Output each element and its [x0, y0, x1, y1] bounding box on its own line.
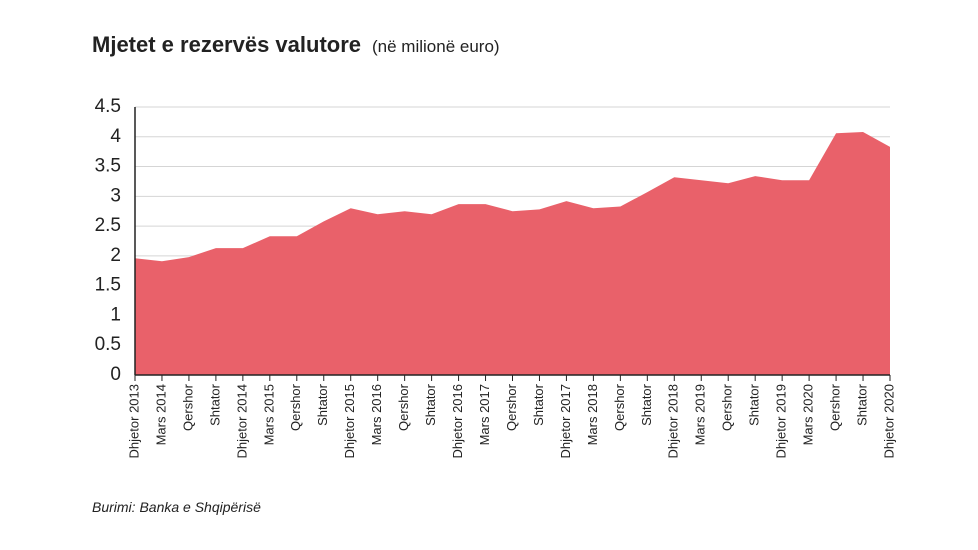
- x-tick-label: Qershor: [288, 383, 303, 431]
- x-tick-label: Shtator: [639, 383, 654, 426]
- x-tick-label: Dhjetor 2014: [234, 384, 249, 458]
- y-tick-label: 1: [110, 304, 121, 325]
- x-tick-label: Dhjetor 2019: [774, 384, 789, 458]
- x-tick-label: Shtator: [423, 383, 438, 426]
- y-tick-label: 0.5: [95, 334, 121, 355]
- x-tick-label: Shtator: [854, 383, 869, 426]
- chart-title: Mjetet e rezervës valutore: [92, 32, 361, 57]
- x-tick-label: Qershor: [180, 383, 195, 431]
- y-tick-label: 1.5: [95, 275, 121, 296]
- source: Burimi: Banka e Shqipërisë: [92, 499, 261, 515]
- x-tick-label: Shtator: [531, 383, 546, 426]
- x-tick-label: Mars 2014: [153, 384, 168, 445]
- x-tick-label: Qershor: [720, 383, 735, 431]
- x-tick-label: Qershor: [612, 383, 627, 431]
- x-tick-label: Qershor: [396, 383, 411, 431]
- x-tick-label: Mars 2019: [693, 384, 708, 445]
- x-tick-label: Dhjetor 2020: [881, 384, 896, 458]
- x-tick-label: Shtator: [315, 383, 330, 426]
- y-tick-label: 3.5: [95, 156, 121, 177]
- x-tick-label: Dhjetor 2015: [342, 384, 357, 458]
- x-tick-label: Mars 2015: [261, 384, 276, 445]
- y-tick-label: 2.5: [95, 215, 121, 236]
- y-tick-label: 4: [110, 126, 121, 147]
- x-tick-label: Mars 2020: [801, 384, 816, 445]
- x-tick-label: Dhjetor 2017: [558, 384, 573, 458]
- x-tick-label: Mars 2016: [369, 384, 384, 445]
- x-tick-label: Dhjetor 2016: [450, 384, 465, 458]
- x-tick-label: Shtator: [207, 383, 222, 426]
- y-tick-label: 4.5: [95, 96, 121, 117]
- x-tick-label: Shtator: [747, 383, 762, 426]
- x-tick-label: Mars 2017: [477, 384, 492, 445]
- y-tick-label: 2: [110, 245, 121, 266]
- y-tick-label: 3: [110, 185, 121, 206]
- x-tick-label: Qershor: [504, 383, 519, 431]
- area: [135, 132, 890, 375]
- chart-subtitle: (në milionë euro): [372, 37, 500, 56]
- x-tick-label: Dhjetor 2018: [666, 384, 681, 458]
- x-tick-label: Dhjetor 2013: [126, 384, 141, 458]
- y-tick-label: 0: [110, 364, 121, 385]
- x-tick-label: Qershor: [828, 383, 843, 431]
- x-tick-label: Mars 2018: [585, 384, 600, 445]
